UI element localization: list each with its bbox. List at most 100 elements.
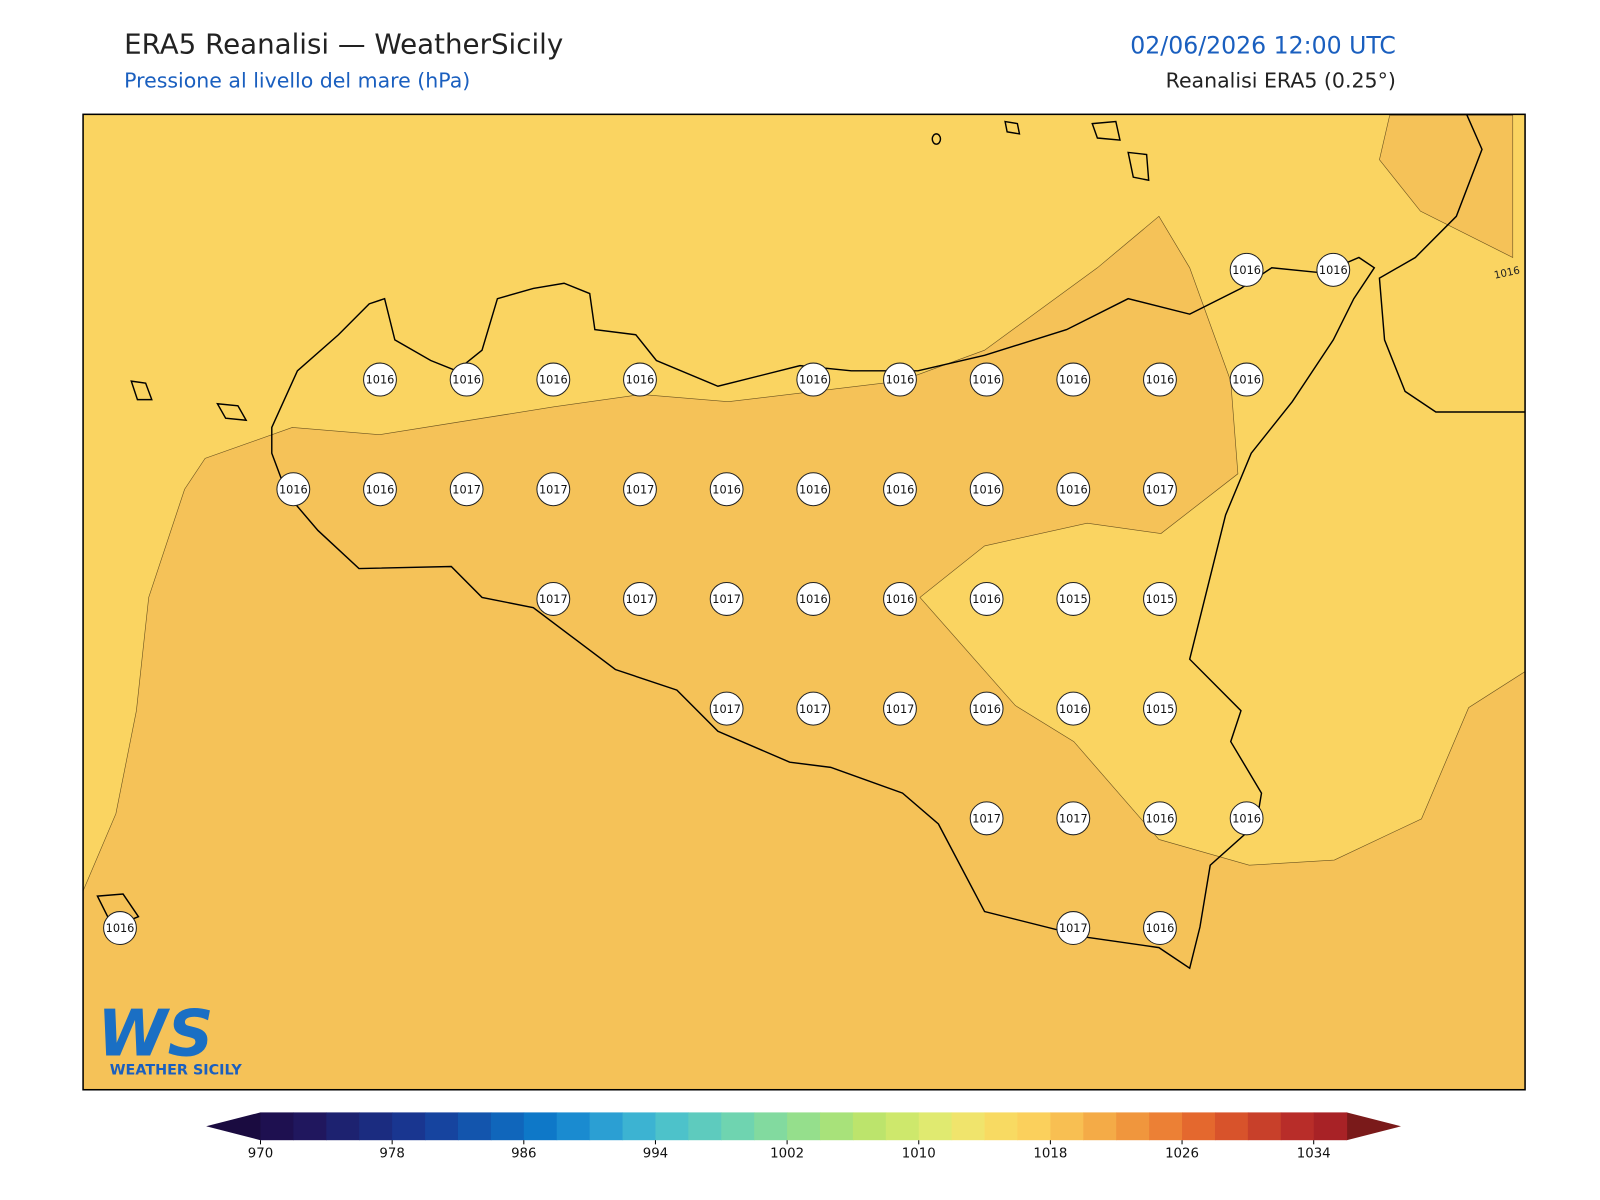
station-value: 1016: [279, 483, 308, 496]
station-value: 1016: [712, 483, 741, 496]
sicily-coast: [271, 256, 1376, 970]
station-value: 1016: [972, 483, 1001, 496]
station-value: 1016: [626, 374, 655, 387]
colorbar-bin: [1182, 1112, 1216, 1141]
colorbar-tick-label: 978: [379, 1147, 404, 1162]
station-marker: [1229, 801, 1264, 836]
colorbar-bin: [490, 1112, 525, 1141]
station-marker: [1229, 252, 1264, 287]
colorbar-tick-label: 1002: [770, 1147, 804, 1162]
colorbar-tick-label: 986: [511, 1147, 536, 1162]
station-marker: [449, 362, 484, 397]
date: 02/06/2026 12:00 UTC: [1130, 32, 1396, 60]
station-marker: [969, 472, 1004, 507]
colorbar-bin: [655, 1112, 689, 1141]
colorbar-bin: [787, 1112, 821, 1141]
station-value: 1017: [1059, 922, 1088, 935]
colorbar: 970 978 986 994 1002 1010 1018 1026 1034: [206, 1112, 1401, 1162]
station-value: 1016: [1232, 812, 1261, 825]
contour-label: 1016: [1493, 264, 1521, 281]
station-marker: [1056, 911, 1091, 946]
station-marker: [883, 472, 917, 507]
colorbar-bin: [425, 1112, 459, 1141]
station-value: 1016: [1146, 922, 1175, 935]
station-value: 1015: [1059, 593, 1088, 606]
station-value: 1017: [1146, 483, 1175, 496]
station-value: 1016: [886, 374, 915, 387]
colorbar-bin: [1149, 1112, 1183, 1141]
colorbar-bin: [1017, 1112, 1051, 1141]
colorbar-bin: [918, 1112, 953, 1141]
station-marker: [883, 581, 917, 616]
station-value: 1016: [799, 483, 828, 496]
colorbar-bin: [721, 1112, 755, 1141]
station-value: 1016: [1059, 703, 1088, 716]
colorbar-tick-label: 994: [643, 1147, 668, 1162]
source: Reanalisi ERA5 (0.25°): [1166, 69, 1396, 93]
station-value: 1016: [106, 922, 135, 935]
station-value: 1016: [1319, 264, 1348, 277]
station-marker: [1143, 581, 1177, 616]
stations: 1016 1016 1016 1016 1016 1016 1016 1016 1016 1016…: [103, 252, 1351, 946]
logo-mark: WS: [97, 998, 213, 1072]
station-value: 1016: [972, 703, 1001, 716]
station-marker: [1143, 362, 1177, 397]
colorbar-bin: [885, 1112, 920, 1141]
station-marker: [1143, 691, 1177, 726]
colorbar-bin: [1247, 1112, 1282, 1141]
colorbar-bin: [523, 1112, 558, 1141]
subtitle: Pressione al livello del mare (hPa): [124, 69, 470, 93]
mainland-coast: [1378, 114, 1526, 413]
colorbar-extend-over: [1346, 1112, 1401, 1141]
station-value: 1016: [1232, 374, 1261, 387]
station-marker: [969, 801, 1004, 836]
station-marker: [1229, 362, 1264, 397]
colorbar-tick-label: 1010: [902, 1147, 936, 1162]
station-value: 1017: [799, 703, 828, 716]
colorbar-bin: [589, 1112, 624, 1141]
station-value: 1016: [799, 374, 828, 387]
station-value: 1016: [1146, 812, 1175, 825]
station-marker: [103, 911, 137, 946]
station-marker: [709, 472, 744, 507]
station-marker: [883, 691, 917, 726]
island: [931, 133, 942, 145]
title: ERA5 Reanalisi — WeatherSicily: [124, 28, 563, 61]
colorbar-bin: [1050, 1112, 1084, 1141]
station-marker: [709, 581, 744, 616]
station-marker: [276, 472, 311, 507]
colorbar-bin: [754, 1112, 788, 1141]
station-value: 1017: [712, 703, 741, 716]
colorbar-bin: [556, 1112, 591, 1141]
station-marker: [1056, 581, 1091, 616]
station-marker: [536, 472, 571, 507]
colorbar-bin: [392, 1112, 426, 1141]
station-value: 1017: [539, 483, 568, 496]
station-marker: [796, 581, 831, 616]
station-value: 1017: [626, 483, 655, 496]
station-marker: [796, 362, 831, 397]
station-marker: [1056, 362, 1091, 397]
station-marker: [623, 472, 657, 507]
colorbar-extend-under: [206, 1112, 261, 1141]
colorbar-bin: [326, 1112, 360, 1141]
station-value: 1016: [972, 374, 1001, 387]
colorbar-tick-label: 1018: [1033, 1147, 1067, 1162]
station-value: 1016: [539, 374, 568, 387]
station-value: 1016: [1059, 374, 1088, 387]
colorbar-bin: [359, 1112, 393, 1141]
station-marker: [969, 581, 1004, 616]
station-marker: [1143, 801, 1177, 836]
station-value: 1017: [972, 812, 1001, 825]
station-marker: [536, 362, 571, 397]
map: [83, 114, 1526, 1090]
station-marker: [1056, 691, 1091, 726]
station-value: 1016: [886, 593, 915, 606]
station-value: 1016: [886, 483, 915, 496]
station-marker: [363, 362, 397, 397]
colorbar-bin: [1116, 1112, 1150, 1141]
station-marker: [796, 691, 831, 726]
station-value: 1016: [972, 593, 1001, 606]
colorbar-bin: [260, 1112, 294, 1141]
station-marker: [536, 581, 571, 616]
